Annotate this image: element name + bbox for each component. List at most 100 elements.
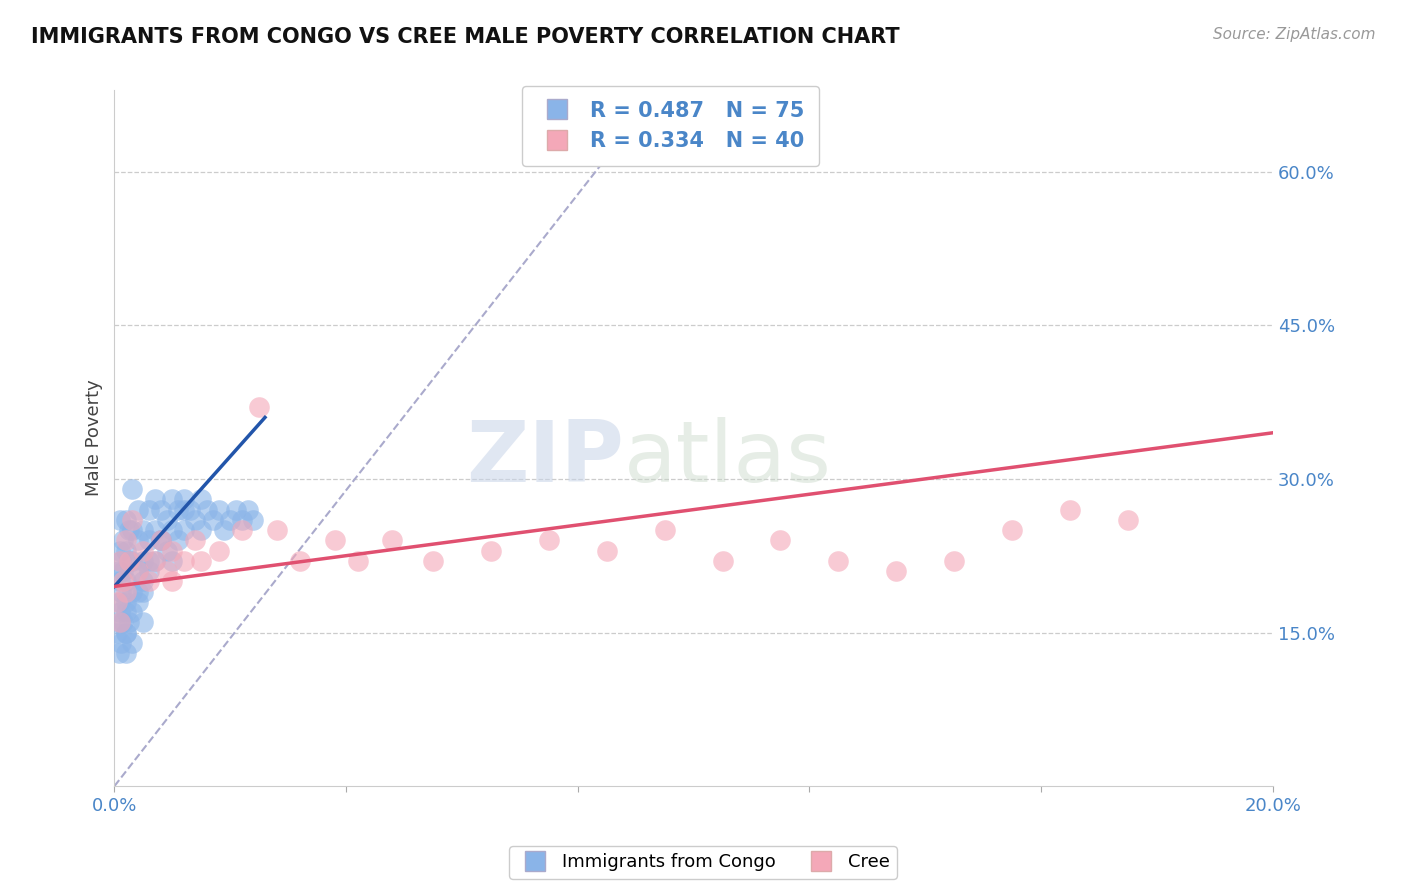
Point — [115, 625, 138, 640]
Point — [654, 523, 676, 537]
Point — [422, 554, 444, 568]
Point — [108, 615, 131, 630]
Point — [162, 543, 184, 558]
Point — [118, 554, 141, 568]
Text: ZIP: ZIP — [467, 417, 624, 500]
Point — [190, 523, 212, 537]
Point — [118, 615, 141, 630]
Point — [110, 584, 132, 599]
Point — [167, 533, 190, 548]
Point — [208, 543, 231, 558]
Point — [108, 595, 131, 609]
Point — [127, 564, 149, 578]
Point — [242, 513, 264, 527]
Point — [711, 554, 734, 568]
Point — [118, 523, 141, 537]
Point — [323, 533, 346, 548]
Point — [167, 502, 190, 516]
Point — [121, 605, 143, 619]
Point — [138, 533, 160, 548]
Point — [118, 554, 141, 568]
Point — [190, 554, 212, 568]
Point — [115, 595, 138, 609]
Text: IMMIGRANTS FROM CONGO VS CREE MALE POVERTY CORRELATION CHART: IMMIGRANTS FROM CONGO VS CREE MALE POVER… — [31, 27, 900, 46]
Point — [108, 646, 131, 660]
Point — [138, 564, 160, 578]
Point — [173, 554, 195, 568]
Point — [108, 543, 131, 558]
Point — [155, 564, 177, 578]
Point — [138, 502, 160, 516]
Point — [201, 513, 224, 527]
Point — [231, 513, 253, 527]
Point — [121, 636, 143, 650]
Point — [115, 625, 138, 640]
Point — [121, 554, 143, 568]
Point — [149, 533, 172, 548]
Text: Source: ZipAtlas.com: Source: ZipAtlas.com — [1212, 27, 1375, 42]
Point — [219, 513, 242, 527]
Point — [108, 605, 131, 619]
Point — [138, 554, 160, 568]
Point — [121, 523, 143, 537]
Point — [132, 574, 155, 589]
Point — [115, 533, 138, 548]
Point — [127, 502, 149, 516]
Point — [1059, 502, 1081, 516]
Point — [132, 615, 155, 630]
Point — [112, 615, 135, 630]
Y-axis label: Male Poverty: Male Poverty — [86, 379, 103, 496]
Point — [132, 554, 155, 568]
Text: atlas: atlas — [624, 417, 832, 500]
Point — [247, 400, 270, 414]
Point — [121, 513, 143, 527]
Point — [1001, 523, 1024, 537]
Point — [162, 574, 184, 589]
Point — [155, 543, 177, 558]
Point — [943, 554, 966, 568]
Point — [108, 615, 131, 630]
Point — [115, 646, 138, 660]
Point — [346, 554, 368, 568]
Point — [108, 564, 131, 578]
Point — [127, 564, 149, 578]
Point — [179, 502, 201, 516]
Legend: Immigrants from Congo, Cree: Immigrants from Congo, Cree — [509, 847, 897, 879]
Point — [1116, 513, 1139, 527]
Point — [132, 523, 155, 537]
Point — [236, 502, 259, 516]
Point — [596, 543, 619, 558]
Point — [138, 574, 160, 589]
Point — [112, 574, 135, 589]
Legend: R = 0.487   N = 75, R = 0.334   N = 40: R = 0.487 N = 75, R = 0.334 N = 40 — [522, 87, 820, 166]
Point — [143, 554, 166, 568]
Point — [155, 513, 177, 527]
Point — [288, 554, 311, 568]
Point — [127, 595, 149, 609]
Point — [121, 584, 143, 599]
Point — [132, 584, 155, 599]
Point — [127, 584, 149, 599]
Point — [105, 595, 128, 609]
Point — [884, 564, 907, 578]
Point — [162, 554, 184, 568]
Point — [115, 584, 138, 599]
Point — [214, 523, 236, 537]
Point — [149, 533, 172, 548]
Point — [537, 533, 560, 548]
Point — [108, 554, 131, 568]
Point — [162, 492, 184, 507]
Point — [115, 574, 138, 589]
Point — [827, 554, 849, 568]
Point — [143, 554, 166, 568]
Point — [110, 636, 132, 650]
Point — [143, 523, 166, 537]
Point — [195, 502, 218, 516]
Point — [121, 482, 143, 496]
Point — [162, 523, 184, 537]
Point — [479, 543, 502, 558]
Point — [190, 492, 212, 507]
Point — [115, 513, 138, 527]
Point — [225, 502, 247, 516]
Point — [208, 502, 231, 516]
